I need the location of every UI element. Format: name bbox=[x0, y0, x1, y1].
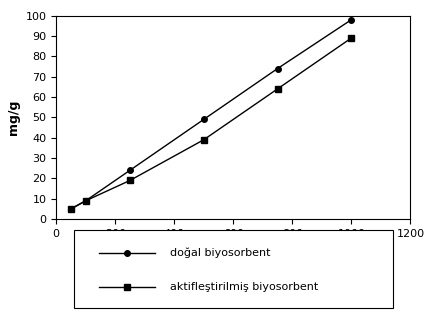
doğal biyosorbent bbox=[83, 199, 88, 203]
aktifleştirilmiş biyosorbent bbox=[201, 138, 206, 141]
aktifleştirilmiş biyosorbent bbox=[127, 178, 133, 182]
X-axis label: Co (mg/L): Co (mg/L) bbox=[195, 244, 271, 258]
aktifleştirilmiş biyosorbent bbox=[349, 36, 354, 40]
aktifleştirilmiş biyosorbent bbox=[83, 199, 88, 203]
Line: aktifleştirilmiş biyosorbent: aktifleştirilmiş biyosorbent bbox=[68, 35, 354, 212]
doğal biyosorbent bbox=[127, 168, 133, 172]
doğal biyosorbent bbox=[68, 207, 73, 211]
Y-axis label: mg/g: mg/g bbox=[7, 100, 20, 135]
doğal biyosorbent bbox=[201, 118, 206, 121]
doğal biyosorbent bbox=[349, 18, 354, 22]
Text: aktifleştirilmiş biyosorbent: aktifleştirilmiş biyosorbent bbox=[169, 282, 318, 292]
aktifleştirilmiş biyosorbent bbox=[68, 207, 73, 211]
doğal biyosorbent bbox=[275, 67, 280, 70]
Line: doğal biyosorbent: doğal biyosorbent bbox=[68, 17, 354, 212]
FancyBboxPatch shape bbox=[74, 230, 393, 308]
aktifleştirilmiş biyosorbent bbox=[275, 87, 280, 91]
Text: doğal biyosorbent: doğal biyosorbent bbox=[169, 248, 270, 258]
